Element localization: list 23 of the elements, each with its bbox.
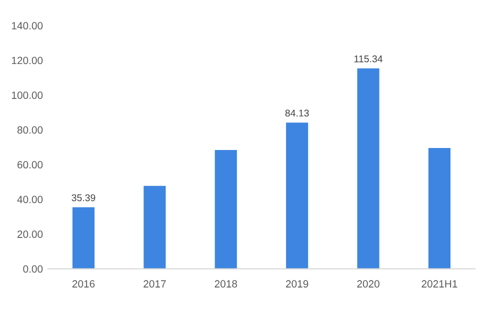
bar (214, 150, 237, 269)
data-label: 84.13 (285, 110, 309, 117)
y-tick-label: 140.00 (12, 22, 43, 30)
bar (72, 207, 95, 269)
bar (144, 186, 166, 269)
data-label: 115.34 (354, 55, 382, 62)
bar (286, 122, 308, 269)
x-tick-label: 2018 (214, 280, 238, 288)
x-tick-label: 2017 (144, 280, 166, 288)
y-tick-label: 0.00 (23, 265, 43, 273)
y-tick-label: 20.00 (18, 230, 43, 238)
data-label: 35.39 (72, 194, 96, 202)
y-tick-label: 40.00 (17, 196, 43, 204)
bar (428, 148, 450, 269)
x-tick-label: 2019 (286, 280, 308, 288)
bar (357, 68, 380, 269)
x-tick-label: 2020 (357, 280, 380, 288)
y-tick-label: 60.00 (18, 161, 43, 168)
y-tick-label: 120.00 (12, 56, 43, 64)
y-tick-label: 80.00 (17, 126, 43, 134)
x-tick-label: 2016 (72, 280, 95, 288)
y-tick-label: 100.00 (12, 92, 43, 99)
x-tick-label: 2021H1 (422, 280, 458, 288)
